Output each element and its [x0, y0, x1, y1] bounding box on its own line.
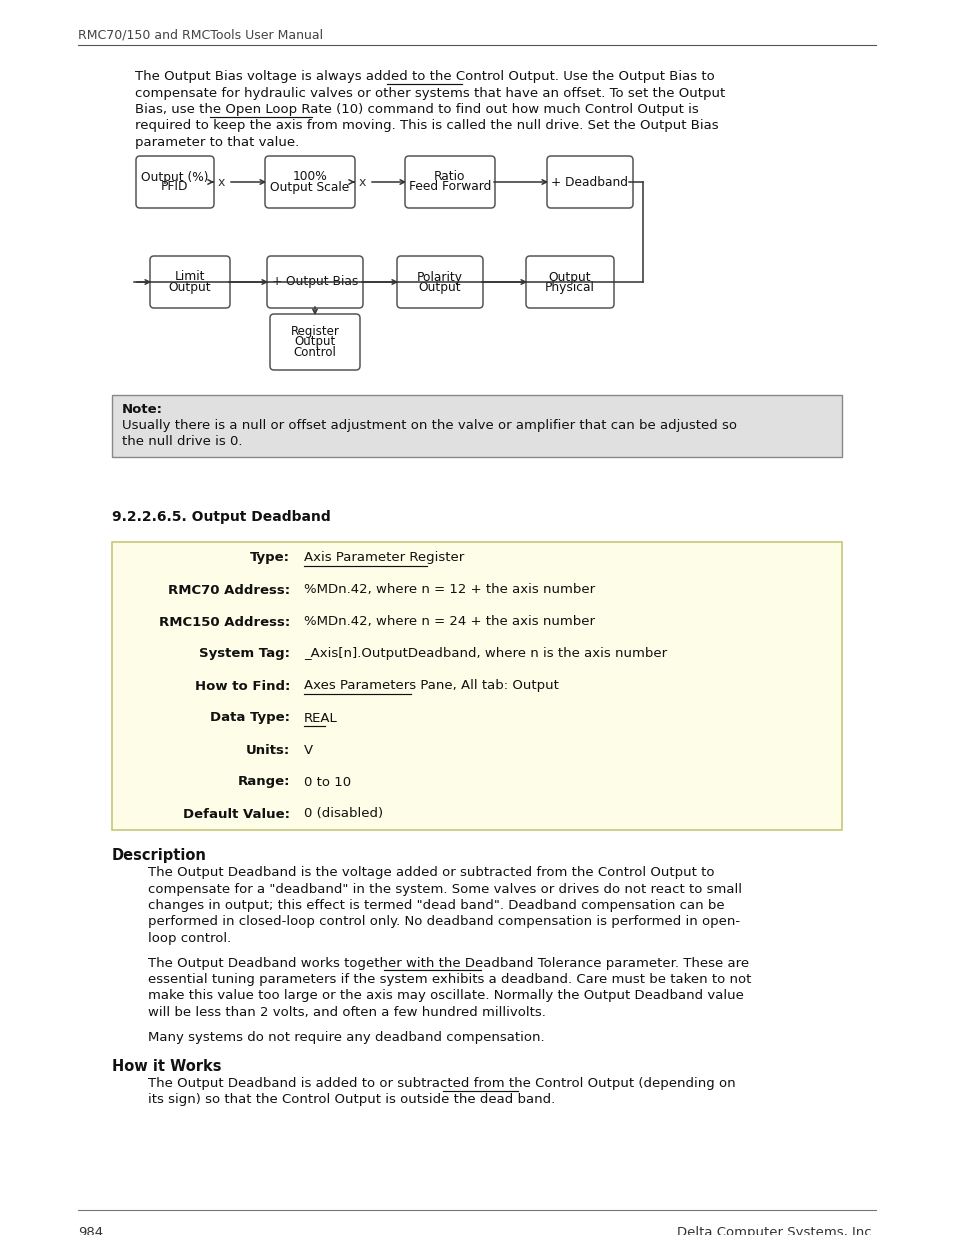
Text: + Deadband: + Deadband	[551, 175, 628, 189]
Text: Units:: Units:	[246, 743, 290, 757]
Text: The Output Deadband works together with the Deadband Tolerance parameter. These : The Output Deadband works together with …	[148, 956, 748, 969]
Text: Default Value:: Default Value:	[183, 808, 290, 820]
Text: Range:: Range:	[237, 776, 290, 788]
Text: Feed Forward: Feed Forward	[409, 180, 491, 194]
Text: Output Scale: Output Scale	[270, 180, 349, 194]
Text: required to keep the axis from moving. This is called the null drive. Set the Ou: required to keep the axis from moving. T…	[135, 120, 718, 132]
Text: Type:: Type:	[250, 552, 290, 564]
FancyBboxPatch shape	[405, 156, 495, 207]
Text: Many systems do not require any deadband compensation.: Many systems do not require any deadband…	[148, 1030, 544, 1044]
Text: make this value too large or the axis may oscillate. Normally the Output Deadban: make this value too large or the axis ma…	[148, 989, 743, 1003]
Text: x: x	[217, 175, 225, 189]
FancyBboxPatch shape	[265, 156, 355, 207]
Text: The Output Bias voltage is always added to the Control Output. Use the Output Bi: The Output Bias voltage is always added …	[135, 70, 714, 83]
Text: Description: Description	[112, 848, 207, 863]
Text: Usually there is a null or offset adjustment on the valve or amplifier that can : Usually there is a null or offset adjust…	[122, 419, 737, 432]
Text: Delta Computer Systems, Inc.: Delta Computer Systems, Inc.	[677, 1226, 875, 1235]
Text: compensate for a "deadband" in the system. Some valves or drives do not react to: compensate for a "deadband" in the syste…	[148, 883, 741, 895]
Text: 984: 984	[78, 1226, 103, 1235]
FancyBboxPatch shape	[112, 542, 841, 830]
Text: Axis Parameter Register: Axis Parameter Register	[304, 552, 464, 564]
Text: performed in closed-loop control only. No deadband compensation is performed in : performed in closed-loop control only. N…	[148, 915, 740, 929]
Text: Ratio: Ratio	[434, 170, 465, 184]
Text: compensate for hydraulic valves or other systems that have an offset. To set the: compensate for hydraulic valves or other…	[135, 86, 724, 100]
Text: Polarity: Polarity	[416, 270, 462, 284]
Text: essential tuning parameters if the system exhibits a deadband. Care must be take: essential tuning parameters if the syste…	[148, 973, 751, 986]
FancyBboxPatch shape	[546, 156, 633, 207]
Text: The Output Deadband is the voltage added or subtracted from the Control Output t: The Output Deadband is the voltage added…	[148, 866, 714, 879]
Text: Note:: Note:	[122, 403, 163, 416]
FancyBboxPatch shape	[396, 256, 482, 308]
Text: 0 to 10: 0 to 10	[304, 776, 351, 788]
Text: loop control.: loop control.	[148, 932, 231, 945]
Text: How it Works: How it Works	[112, 1058, 221, 1074]
Text: System Tag:: System Tag:	[199, 647, 290, 661]
Text: Register: Register	[291, 326, 339, 338]
Text: Output: Output	[169, 280, 212, 294]
Text: 9.2.2.6.5. Output Deadband: 9.2.2.6.5. Output Deadband	[112, 510, 331, 524]
FancyBboxPatch shape	[150, 256, 230, 308]
Text: Output: Output	[294, 336, 335, 348]
Text: will be less than 2 volts, and often a few hundred millivolts.: will be less than 2 volts, and often a f…	[148, 1007, 545, 1019]
Text: PFID: PFID	[161, 180, 189, 194]
Text: Physical: Physical	[544, 280, 595, 294]
Text: Data Type:: Data Type:	[210, 711, 290, 725]
Text: REAL: REAL	[304, 711, 337, 725]
Text: Bias, use the Open Loop Rate (10) command to find out how much Control Output is: Bias, use the Open Loop Rate (10) comman…	[135, 103, 698, 116]
Text: RMC70 Address:: RMC70 Address:	[168, 583, 290, 597]
Text: Control: Control	[294, 346, 336, 358]
Text: %MDn.42, where n = 24 + the axis number: %MDn.42, where n = 24 + the axis number	[304, 615, 595, 629]
FancyBboxPatch shape	[136, 156, 213, 207]
FancyBboxPatch shape	[270, 314, 359, 370]
Text: 0 (disabled): 0 (disabled)	[304, 808, 383, 820]
FancyBboxPatch shape	[525, 256, 614, 308]
Text: RMC150 Address:: RMC150 Address:	[158, 615, 290, 629]
Text: %MDn.42, where n = 12 + the axis number: %MDn.42, where n = 12 + the axis number	[304, 583, 595, 597]
Text: RMC70/150 and RMCTools User Manual: RMC70/150 and RMCTools User Manual	[78, 28, 323, 41]
Text: Limit: Limit	[174, 270, 205, 284]
Text: 100%: 100%	[293, 170, 327, 184]
Text: Output (%): Output (%)	[141, 170, 209, 184]
Text: How to Find:: How to Find:	[194, 679, 290, 693]
FancyBboxPatch shape	[267, 256, 363, 308]
Text: Output: Output	[548, 270, 591, 284]
Text: x: x	[358, 175, 365, 189]
Text: the null drive is 0.: the null drive is 0.	[122, 435, 242, 448]
Text: Axes Parameters Pane, All tab: Output: Axes Parameters Pane, All tab: Output	[304, 679, 558, 693]
Text: Output: Output	[418, 280, 461, 294]
Text: The Output Deadband is added to or subtracted from the Control Output (depending: The Output Deadband is added to or subtr…	[148, 1077, 735, 1091]
Text: parameter to that value.: parameter to that value.	[135, 136, 299, 149]
FancyBboxPatch shape	[112, 395, 841, 457]
Text: its sign) so that the Control Output is outside the dead band.: its sign) so that the Control Output is …	[148, 1093, 555, 1107]
Text: + Output Bias: + Output Bias	[272, 275, 357, 289]
Text: changes in output; this effect is termed "dead band". Deadband compensation can : changes in output; this effect is termed…	[148, 899, 724, 911]
Text: _Axis[n].OutputDeadband, where n is the axis number: _Axis[n].OutputDeadband, where n is the …	[304, 647, 666, 661]
Text: V: V	[304, 743, 313, 757]
